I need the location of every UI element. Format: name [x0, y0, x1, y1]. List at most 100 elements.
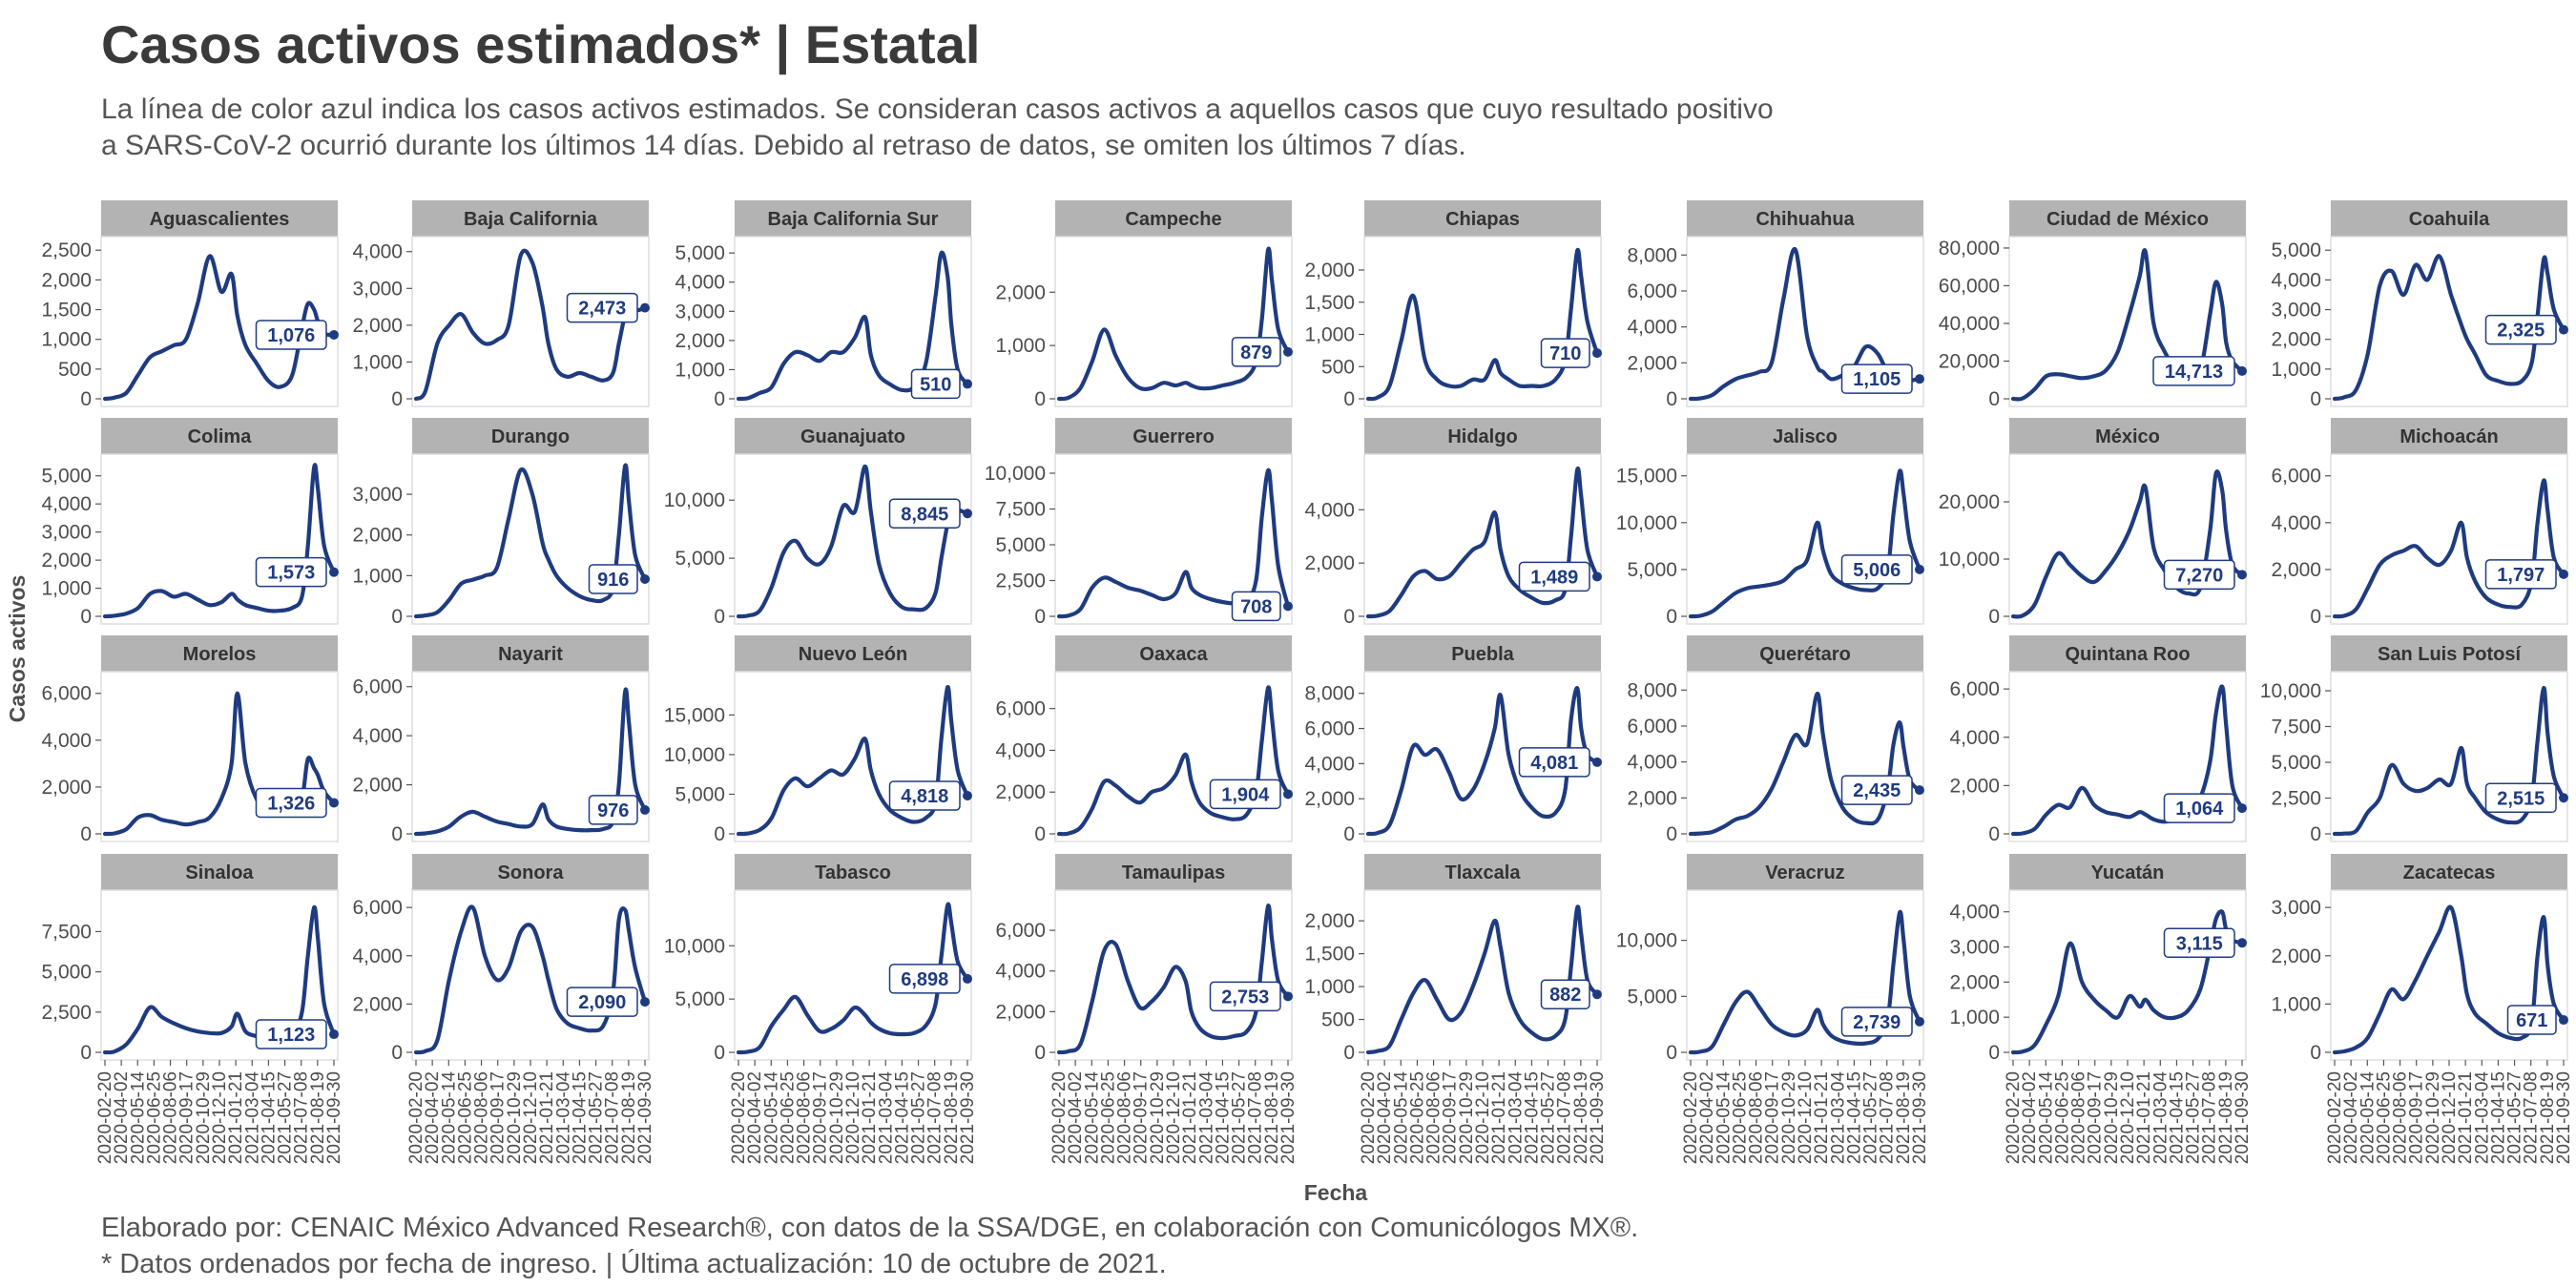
- x-tick-label: 2021-03-04: [553, 1071, 573, 1165]
- panel-border: [734, 453, 972, 625]
- x-tick-label: 2021-03-04: [1828, 1071, 1848, 1165]
- series-endpoint: [640, 302, 650, 313]
- y-tick-label: 8,000: [1304, 683, 1355, 705]
- subtitle-line-2: a SARS-CoV-2 ocurrió durante los últimos…: [101, 130, 1466, 161]
- x-tick-label: 2021-05-27: [587, 1071, 607, 1164]
- end-label: 1,105: [1853, 369, 1901, 390]
- y-tick-label: 6,000: [995, 698, 1046, 720]
- x-tick-label: 2021-09-30: [2554, 1071, 2574, 1164]
- x-tick-label: 2020-06-25: [2374, 1071, 2394, 1164]
- y-tick-label: 2,000: [41, 550, 92, 571]
- panel-strip-label: Sinaloa: [185, 862, 254, 883]
- panel-strip: [1364, 635, 1601, 672]
- y-tick-label: 20,000: [1939, 491, 2000, 513]
- series-endpoint: [1592, 757, 1602, 767]
- panel-strip: [2331, 200, 2567, 237]
- panel-chihuahua: Chihuahua 0 2,000 4,000 6,000 8,000 1,105: [1627, 200, 1924, 410]
- series-endpoint: [1915, 564, 1924, 574]
- x-tick-label: 2021-04-15: [259, 1071, 279, 1164]
- panel-border: [1686, 671, 1924, 842]
- chart-caption: Elaborado por: CENAIC México Advanced Re…: [101, 1210, 1638, 1282]
- panel-strip: [1687, 418, 1923, 454]
- panel-strip-label: Nuevo León: [799, 644, 907, 665]
- y-tick-label: 5,000: [41, 466, 92, 488]
- end-label-box: [588, 795, 638, 825]
- y-tick-label: 6,000: [1304, 718, 1355, 740]
- x-tick-label: 2021-05-27: [1539, 1071, 1559, 1164]
- y-tick-label: 3,000: [2271, 300, 2321, 322]
- y-tick-label: 2,000: [995, 1001, 1046, 1023]
- x-tick-label: 2021-03-04: [2150, 1071, 2171, 1165]
- y-tick-label: 0: [1343, 388, 1355, 410]
- series-endpoint: [1283, 601, 1293, 612]
- series-endpoint: [2559, 1015, 2568, 1026]
- panel-strip: [2009, 854, 2246, 890]
- x-tick-label: 2021-03-04: [1196, 1071, 1216, 1165]
- x-tick-label: 2021-01-21: [2134, 1071, 2154, 1164]
- panel-strip-label: Querétaro: [1759, 644, 1851, 665]
- y-tick-label: 0: [1666, 388, 1677, 410]
- y-tick-label: 2,000: [1304, 552, 1355, 574]
- panel-strip-label: Coahuila: [2409, 209, 2490, 230]
- end-label: 2,090: [578, 992, 626, 1013]
- end-label: 2,753: [1221, 987, 1269, 1008]
- end-label: 708: [1240, 596, 1272, 617]
- panel-mexico: México 0 10,000 20,000 7,270: [1939, 418, 2247, 628]
- subtitle-line-1: La línea de color azul indica los casos …: [101, 93, 1774, 125]
- panel-strip: [2009, 200, 2246, 237]
- end-label-box: [888, 964, 961, 994]
- y-tick-label: 1,000: [995, 335, 1046, 357]
- end-label-box: [1231, 337, 1281, 367]
- x-tick-label: 2020-10-29: [1457, 1071, 1477, 1164]
- series-line: [2332, 254, 2566, 402]
- panel-strip-label: Sonora: [498, 862, 565, 883]
- end-label-box: [2484, 782, 2557, 814]
- x-tick-label: 2021-05-27: [276, 1071, 296, 1164]
- series-endpoint: [1915, 785, 1924, 796]
- y-tick-label: 0: [1343, 823, 1355, 845]
- y-tick-label: 2,500: [41, 1002, 92, 1024]
- x-tick-label: 2021-09-30: [324, 1071, 344, 1164]
- y-tick-label: 5,000: [2271, 239, 2321, 261]
- series-endpoint: [329, 798, 339, 808]
- x-tick-label: 2020-08-06: [2391, 1071, 2411, 1164]
- series-endpoint: [2559, 793, 2568, 803]
- y-tick-label: 0: [1666, 823, 1677, 845]
- series-endpoint: [329, 567, 339, 577]
- x-tick-label: 2021-09-30: [1588, 1071, 1608, 1164]
- series-line: [1056, 246, 1291, 402]
- panel-tabasco: Tabasco05,00010,0006,8982020-02-202020-0…: [664, 854, 978, 1164]
- end-label-box: [1518, 747, 1590, 778]
- y-tick-label: 2,000: [1627, 352, 1677, 374]
- series-line: [1688, 691, 1922, 837]
- end-label: 1,797: [2497, 565, 2545, 586]
- x-tick-label: 2020-08-06: [1424, 1071, 1444, 1164]
- x-tick-label: 2020-12-10: [1796, 1071, 1816, 1164]
- x-tick-label: 2021-03-04: [2472, 1071, 2492, 1165]
- y-tick-label: 2,000: [1304, 910, 1355, 932]
- y-tick-label: 1,000: [1949, 1007, 2000, 1028]
- series-endpoint: [329, 329, 339, 340]
- end-label-box: [888, 780, 961, 811]
- y-tick-label: 4,000: [995, 739, 1046, 761]
- end-label: 2,739: [1853, 1012, 1901, 1033]
- panel-queretaro: Querétaro 0 2,000 4,000 6,000 8,000 2,435: [1627, 635, 1924, 845]
- end-label: 510: [920, 374, 951, 395]
- panel-veracruz: Veracruz05,00010,0002,7392020-02-202020-…: [1616, 854, 1930, 1164]
- x-tick-label: 2020-09-17: [1763, 1071, 1783, 1164]
- x-tick-label: 2021-09-30: [635, 1071, 655, 1164]
- series-line: [413, 687, 648, 837]
- x-tick-label: 2020-02-20: [95, 1071, 115, 1164]
- x-tick-label: 2021-01-21: [1180, 1071, 1200, 1164]
- panel-strip-label: Tamaulipas: [1122, 862, 1226, 883]
- chart-subtitle: La línea de color azul indica los casos …: [101, 92, 1914, 164]
- y-tick-label: 1,500: [1304, 292, 1355, 314]
- y-tick-label: 1,000: [41, 578, 92, 600]
- series-endpoint: [963, 509, 972, 519]
- y-tick-label: 0: [714, 1042, 725, 1064]
- x-tick-label: 2020-02-20: [1359, 1071, 1379, 1164]
- series-line: [1365, 904, 1600, 1055]
- panel-strip-label: Zacatecas: [2403, 862, 2496, 883]
- panel-border: [2330, 236, 2568, 407]
